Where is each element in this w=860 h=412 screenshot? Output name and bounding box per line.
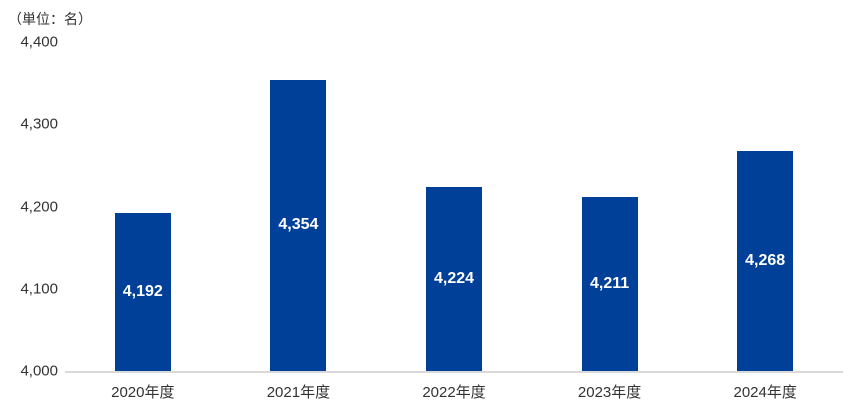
bar-value-label: 4,192 (122, 283, 163, 301)
bar-value-label: 4,268 (745, 251, 786, 269)
y-axis-tick-label: 4,400 (20, 33, 58, 51)
x-axis-label: 2021年度 (266, 384, 331, 401)
chart-unit-label: （単位：名） (8, 11, 92, 27)
bar-2020年度: 4,192 (114, 213, 171, 371)
x-axis-label: 2023年度 (577, 384, 642, 401)
x-axis-label: 2024年度 (733, 384, 797, 401)
x-axis-label: 2022年度 (422, 384, 486, 401)
y-axis-tick-label: 4,000 (20, 362, 58, 380)
bar-2022年度: 4,224 (426, 186, 482, 371)
bar-value-label: 4,224 (433, 269, 475, 287)
bar-value-label: 4,354 (278, 216, 319, 234)
x-axis-label: 2020年度 (111, 384, 175, 401)
bar-2023年度: 4,211 (581, 197, 638, 371)
y-axis-tick-label: 4,200 (20, 198, 58, 215)
y-axis-tick-label: 4,100 (20, 280, 58, 298)
bar-2024年度: 4,268 (737, 150, 794, 371)
bar-value-label: 4,211 (590, 275, 630, 293)
x-axis-line (65, 371, 843, 373)
y-axis-tick-label: 4,300 (20, 115, 58, 133)
bar-2021年度: 4,354 (270, 79, 327, 371)
